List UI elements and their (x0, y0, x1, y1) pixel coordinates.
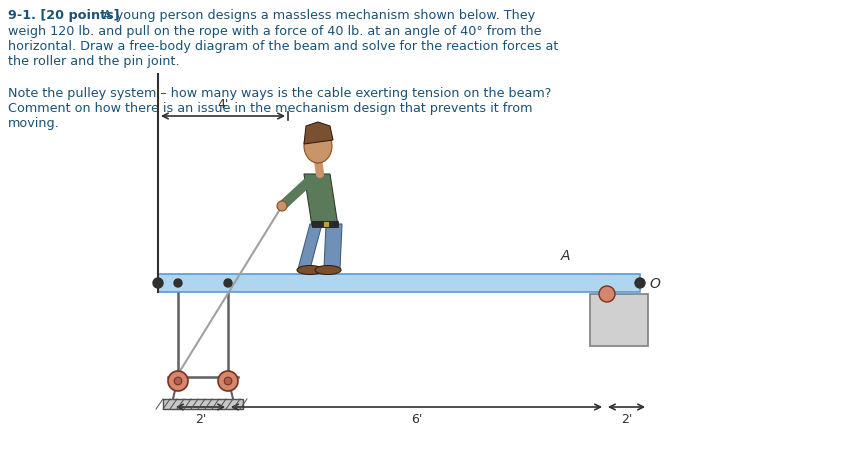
Bar (158, 275, 640, 292)
Text: 6': 6' (411, 412, 422, 425)
Polygon shape (298, 225, 322, 269)
Ellipse shape (315, 266, 341, 275)
Text: Comment on how there is an issue in the mechanism design that prevents it from: Comment on how there is an issue in the … (8, 102, 532, 115)
Ellipse shape (304, 130, 332, 164)
Circle shape (277, 201, 287, 211)
Ellipse shape (297, 266, 323, 275)
Text: 9-1. [20 points]: 9-1. [20 points] (8, 9, 120, 22)
Polygon shape (304, 123, 333, 145)
Bar (312, 221, 338, 228)
Polygon shape (304, 175, 338, 227)
Circle shape (168, 371, 188, 391)
Text: 2': 2' (194, 412, 207, 425)
Text: O: O (649, 277, 660, 290)
Text: weigh 120 lb. and pull on the rope with a force of 40 lb. at an angle of 40° fro: weigh 120 lb. and pull on the rope with … (8, 24, 542, 38)
Circle shape (635, 278, 645, 288)
Text: 4': 4' (217, 98, 228, 111)
Bar (323, 221, 329, 228)
Circle shape (224, 279, 232, 288)
Text: horizontal. Draw a free-body diagram of the beam and solve for the reaction forc: horizontal. Draw a free-body diagram of … (8, 40, 558, 53)
Circle shape (174, 377, 181, 385)
Text: A young person designs a massless mechanism shown below. They: A young person designs a massless mechan… (99, 9, 536, 22)
Bar (590, 294, 648, 346)
Circle shape (599, 287, 615, 302)
Bar (163, 399, 243, 409)
Circle shape (224, 377, 232, 385)
Circle shape (174, 279, 182, 288)
Text: A: A (560, 248, 569, 262)
Text: Note the pulley system – how many ways is the cable exerting tension on the beam: Note the pulley system – how many ways i… (8, 86, 551, 99)
Polygon shape (324, 225, 342, 269)
Circle shape (153, 278, 163, 288)
Text: the roller and the pin joint.: the roller and the pin joint. (8, 55, 180, 69)
Text: moving.: moving. (8, 117, 60, 130)
Text: 2': 2' (621, 412, 632, 425)
Circle shape (218, 371, 238, 391)
